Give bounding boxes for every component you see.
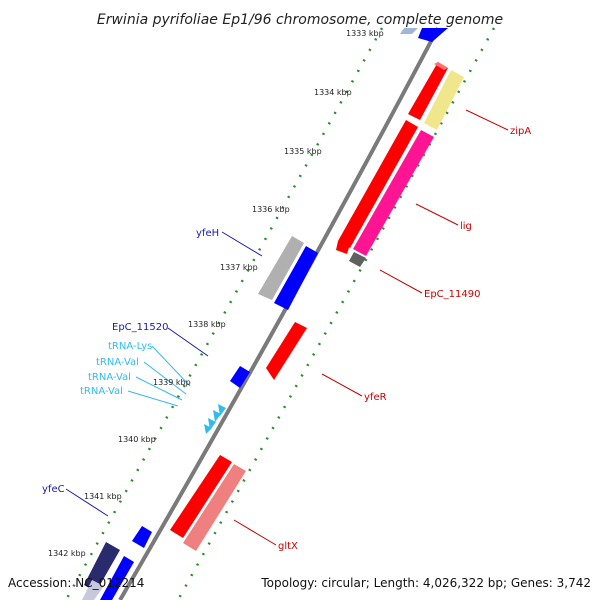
gene-yfeR — [266, 322, 307, 380]
gene-label-tRNA-Val-1: tRNA-Val — [96, 357, 139, 368]
gene-blue-lower — [132, 526, 152, 548]
gene-label-zipA: zipA — [510, 126, 531, 137]
gene-label-EpC_11520: EpC_11520 — [112, 322, 168, 333]
accession-label: Accession: NC_012214 — [8, 576, 144, 590]
gene-tRNA-2 — [213, 410, 221, 422]
tick-ring-outer — [64, 27, 384, 600]
topology-label: Topology: circular; Length: 4,026,322 bp… — [260, 576, 591, 590]
gene-gltX — [183, 464, 246, 551]
gene-top-partial-blue — [418, 28, 448, 42]
gene-label-gltX: gltX — [278, 541, 298, 552]
leader-yfeR — [321, 373, 363, 397]
leader-tRNA-Val-1 — [143, 361, 187, 395]
gene-label-tRNA-Val-2: tRNA-Val — [88, 372, 131, 383]
tick-label-1339: 1339 kbp — [153, 378, 191, 387]
leader-lig — [415, 203, 459, 226]
gene-red-small — [336, 241, 350, 254]
gene-gray-bottom — [82, 580, 104, 600]
tick-label-1342: 1342 kbp — [48, 549, 86, 558]
leader-zipA — [465, 109, 509, 131]
gene-tRNA-4 — [204, 424, 212, 434]
gene-red-long — [338, 120, 418, 248]
gene-label-yfeH: yfeH — [196, 228, 219, 239]
leader-EpC_11490 — [379, 269, 423, 294]
gene-label-yfeC: yfeC — [42, 484, 65, 495]
gene-EpC_11490 — [349, 252, 366, 267]
tick-ring-inner — [176, 27, 496, 600]
tick-label-1338: 1338 kbp — [188, 320, 226, 329]
tick-label-1334: 1334 kbp — [314, 88, 352, 97]
gene-tRNA-1 — [218, 404, 226, 416]
leader-yfeH — [221, 231, 263, 257]
gene-blue-bottom — [100, 556, 134, 600]
gene-red-gltX-pair — [170, 455, 232, 538]
leader-gltX — [233, 519, 277, 546]
gene-label-yfeR: yfeR — [364, 392, 387, 403]
leader-tRNA-Val-3 — [127, 390, 179, 407]
tick-label-1337: 1337 kbp — [220, 263, 258, 272]
gene-label-EpC_11490: EpC_11490 — [424, 289, 480, 300]
gene-label-lig: lig — [460, 221, 472, 232]
gene-EpC_11520 — [230, 366, 250, 388]
gene-red-top-shade — [434, 62, 448, 70]
leader-yfeC — [65, 488, 109, 517]
chromosome-backbone — [118, 27, 440, 600]
gene-navy-bottom — [84, 542, 120, 592]
gene-label-tRNA-Lys: tRNA-Lys — [108, 341, 152, 352]
leader-tRNA-Lys — [151, 345, 191, 387]
gene-label-tRNA-Val-3: tRNA-Val — [80, 386, 123, 397]
gene-yfeH — [258, 236, 304, 300]
gene-zipA — [424, 70, 464, 130]
leader-EpC_11520 — [167, 327, 209, 357]
tick-label-1341: 1341 kbp — [84, 492, 122, 501]
tick-label-1340: 1340 kbp — [118, 435, 156, 444]
gene-top-partial-gray — [400, 28, 418, 34]
tick-label-1336: 1336 kbp — [252, 205, 290, 214]
tick-label-1335: 1335 kbp — [284, 147, 322, 156]
leader-tRNA-Val-2 — [135, 376, 183, 401]
map-title: Erwinia pyrifoliae Ep1/96 chromosome, co… — [97, 12, 503, 28]
gene-red-top — [408, 62, 448, 120]
gene-blue-yfeH — [274, 246, 318, 310]
tick-label-1333: 1333 kbp — [346, 29, 384, 38]
gene-lig — [353, 130, 434, 256]
